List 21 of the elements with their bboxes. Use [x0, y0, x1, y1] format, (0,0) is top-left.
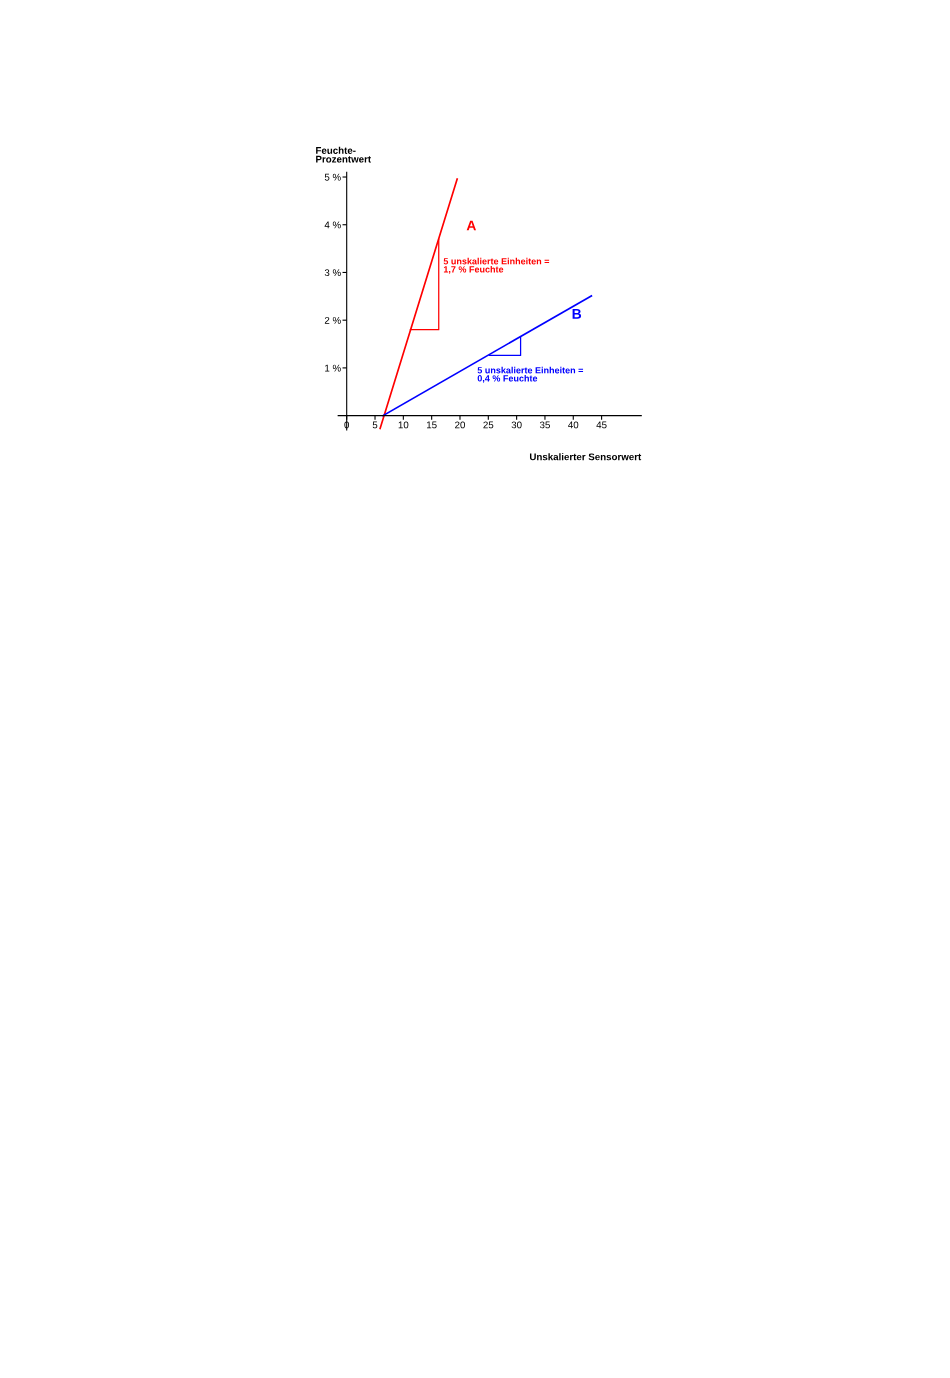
x-tick-label: 45: [596, 421, 607, 429]
x-tick-label: 5: [372, 421, 378, 429]
annotation: 5 unskalierte Einheiten = 0,4 % Feuchte: [477, 366, 584, 383]
x-tick-label: 0: [344, 421, 350, 429]
y-tick-label: 4 %: [324, 221, 341, 229]
y-axis-title: Feuchte- Prozentwert: [316, 146, 371, 163]
x-tick-label: 25: [483, 421, 494, 429]
series-label: B: [572, 309, 582, 319]
annotation: 5 unskalierte Einheiten = 1,7 % Feuchte: [443, 257, 550, 274]
y-tick-label: 1 %: [325, 364, 341, 372]
x-axis-title: Unskalierter Sensorwert: [529, 453, 642, 461]
x-tick-label: 30: [511, 421, 522, 429]
x-tick-label: 10: [398, 421, 409, 429]
y-tick-label: 2 %: [324, 316, 341, 324]
x-tick-label: 15: [427, 421, 437, 429]
y-tick-label: 5 %: [324, 173, 341, 181]
y-tick-label: 3 %: [324, 269, 341, 277]
x-tick-label: 40: [568, 421, 579, 429]
x-tick-label: 35: [539, 421, 550, 429]
x-tick-label: 20: [455, 421, 466, 429]
series-label: A: [466, 220, 477, 231]
